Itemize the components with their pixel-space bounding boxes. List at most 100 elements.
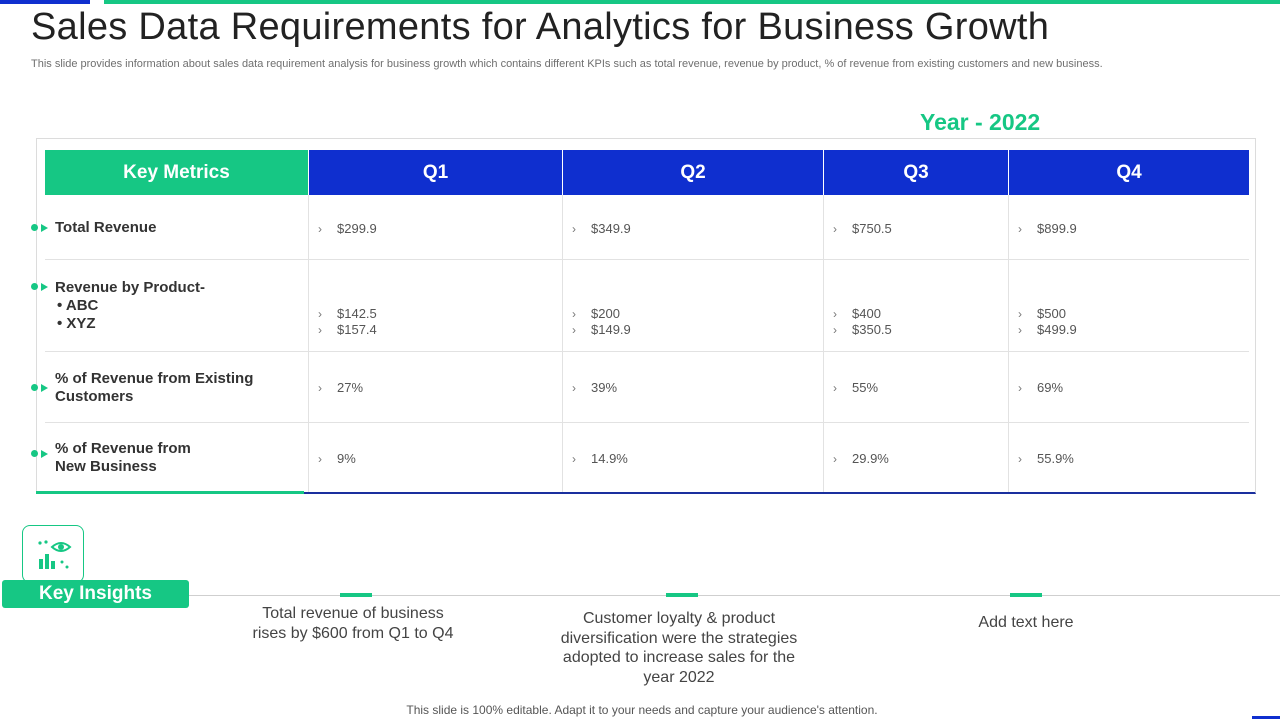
cell-value: 9% (337, 451, 356, 466)
header-q3: Q3 (823, 150, 1008, 195)
chevron-right-icon: › (572, 452, 576, 466)
insight-text-3: Add text here (906, 613, 1146, 633)
table-cell: › 29.9% (833, 451, 889, 467)
table-bottom-accent (36, 491, 304, 494)
table-cell: › 39% (572, 380, 617, 396)
table-cell: › $500 › $499.9 (1018, 306, 1077, 338)
analytics-chart-eye-icon (38, 540, 72, 569)
chevron-right-icon: › (833, 381, 837, 395)
footer-note: This slide is 100% editable. Adapt it to… (406, 703, 878, 717)
metric-label: Revenue by Product- (55, 279, 206, 296)
table-cell: › $200 › $149.9 (572, 306, 631, 338)
row-divider (45, 259, 1249, 260)
table-cell: › 69% (1018, 380, 1063, 396)
metric-label: Customers (55, 388, 134, 405)
cell-value: 39% (591, 380, 618, 395)
cell-value: $299.9 (337, 221, 377, 236)
metric-label: % of Revenue from (55, 440, 191, 457)
cell-value: $350.5 (852, 322, 892, 337)
row-marker-dot (31, 224, 38, 231)
header-q1: Q1 (308, 150, 562, 195)
cell-value: $499.9 (1037, 322, 1077, 337)
insight-line: Add text here (978, 614, 1074, 631)
chevron-right-icon: › (1018, 222, 1022, 236)
chevron-right-icon: › (572, 222, 576, 236)
insight-marker (666, 593, 698, 597)
row-divider (45, 351, 1249, 352)
cell-value: 29.9% (852, 451, 889, 466)
chevron-right-icon: › (833, 307, 837, 321)
row-divider (45, 422, 1249, 423)
slide-title: Sales Data Requirements for Analytics fo… (31, 6, 1050, 48)
metric-sub-item: • ABC (57, 297, 99, 314)
insight-line: rises by $600 from Q1 to Q4 (252, 624, 454, 642)
cell-value: 55.9% (1037, 451, 1074, 466)
year-label: Year - 2022 (920, 109, 1041, 135)
row-marker-arrow-icon (41, 224, 48, 232)
insight-line: diversification were the strategies (560, 629, 798, 647)
table-cell: › 14.9% (572, 451, 628, 467)
chevron-right-icon: › (1018, 307, 1022, 321)
metric-label: Total Revenue (55, 219, 157, 236)
chevron-right-icon: › (572, 307, 576, 321)
key-insights-label: Key Insights (2, 580, 189, 608)
table-cell: › $142.5 › $157.4 (318, 306, 377, 338)
chevron-right-icon: › (833, 323, 837, 337)
row-marker-dot (31, 283, 38, 290)
chevron-right-icon: › (1018, 381, 1022, 395)
row-marker-arrow-icon (41, 283, 48, 291)
metric-total-revenue: Total Revenue (55, 219, 156, 237)
table-cell: › $400 › $350.5 (833, 306, 892, 338)
chevron-right-icon: › (572, 381, 576, 395)
chevron-right-icon: › (572, 323, 576, 337)
row-marker-dot (31, 450, 38, 457)
insight-text-1: Total revenue of business rises by $600 … (213, 604, 493, 643)
cell-value: $149.9 (591, 322, 631, 337)
table-cell: › $750.5 (833, 221, 892, 237)
insight-icon-box (22, 525, 84, 583)
row-marker-dot (31, 384, 38, 391)
table-cell: › 27% (318, 380, 363, 396)
slide-subtitle: This slide provides information about sa… (31, 58, 1103, 70)
table-cell: › $349.9 (572, 221, 631, 237)
insight-marker (1010, 593, 1042, 597)
cell-value: 14.9% (591, 451, 628, 466)
insight-line: year 2022 (643, 668, 715, 686)
metrics-table-frame (36, 138, 1256, 494)
cell-value: 69% (1037, 380, 1064, 395)
chevron-right-icon: › (1018, 323, 1022, 337)
top-accent-bar-blue (0, 0, 90, 4)
cell-value: $899.9 (1037, 221, 1077, 236)
cell-value: $157.4 (337, 322, 377, 337)
column-divider (823, 195, 824, 492)
cell-value: 55% (852, 380, 879, 395)
insight-line: Customer loyalty & product (582, 610, 776, 627)
column-divider (562, 195, 563, 492)
top-accent-bar-green (104, 0, 1280, 4)
metric-revenue-existing-customers: % of Revenue from Existing Customers (55, 370, 253, 406)
table-cell: › $899.9 (1018, 221, 1077, 237)
corner-accent (1252, 716, 1280, 719)
metric-label: New Business (55, 458, 157, 475)
insights-divider-line (189, 595, 1280, 596)
row-marker-arrow-icon (41, 450, 48, 458)
table-cell: › $299.9 (318, 221, 377, 237)
chevron-right-icon: › (833, 222, 837, 236)
insight-line: adopted to increase sales for the (562, 649, 796, 666)
metric-label: % of Revenue from Existing (55, 370, 254, 387)
row-marker-arrow-icon (41, 384, 48, 392)
header-q4: Q4 (1008, 150, 1249, 195)
cell-value: $400 (852, 306, 881, 321)
chevron-right-icon: › (318, 381, 322, 395)
cell-value: $349.9 (591, 221, 631, 236)
metric-revenue-new-business: % of Revenue from New Business (55, 440, 191, 476)
column-divider (308, 195, 309, 492)
chevron-right-icon: › (318, 307, 322, 321)
chevron-right-icon: › (318, 452, 322, 466)
chevron-right-icon: › (318, 222, 322, 236)
insight-line: Total revenue of business (262, 605, 444, 622)
chevron-right-icon: › (833, 452, 837, 466)
column-divider (1008, 195, 1009, 492)
cell-value: 27% (337, 380, 364, 395)
header-q2: Q2 (562, 150, 823, 195)
